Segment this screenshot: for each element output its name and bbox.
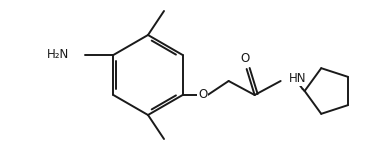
- Text: O: O: [240, 52, 249, 66]
- Text: H₂N: H₂N: [47, 48, 69, 62]
- Text: O: O: [198, 88, 207, 102]
- Text: HN: HN: [289, 72, 306, 86]
